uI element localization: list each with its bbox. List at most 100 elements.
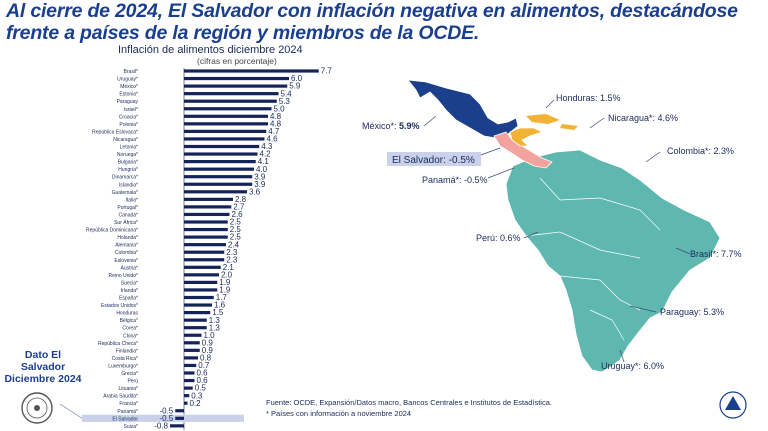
- value-label: 1.6: [214, 301, 226, 310]
- value-label: 2.1: [223, 263, 235, 272]
- bar: [184, 378, 195, 383]
- map-caribbean: [526, 114, 578, 130]
- category-label: Austria*: [120, 265, 138, 271]
- category-label: Dinamarca*: [112, 175, 138, 181]
- value-label: 2.5: [230, 218, 242, 227]
- map-label-uruguay: Uruguay*: 6.0%: [601, 361, 664, 371]
- value-label: 5.9: [289, 82, 301, 91]
- value-label: 1.0: [204, 331, 216, 340]
- page-title: Al cierre de 2024, El Salvador con infla…: [6, 0, 766, 44]
- category-label: Guatemala*: [112, 190, 138, 196]
- el-salvador-data-label: Dato El Salvador Diciembre 2024: [4, 349, 82, 385]
- value-label: 0.7: [198, 361, 210, 370]
- bar: [184, 243, 226, 247]
- highlight-row: [82, 414, 244, 422]
- bar: [184, 160, 256, 164]
- value-label: 4.3: [261, 142, 273, 151]
- category-label: Estados Unidos*: [101, 303, 138, 309]
- bar: [184, 394, 190, 398]
- map-label-peru: Perú: 0.6%: [476, 233, 521, 243]
- chart-title: Inflación de alimentos diciembre 2024: [118, 44, 303, 56]
- value-label: 1.5: [212, 308, 224, 317]
- bar: [184, 69, 319, 73]
- map-borders: [525, 177, 661, 341]
- bar: [184, 175, 253, 179]
- coat-of-arms-icon: [719, 391, 747, 419]
- bar: [184, 114, 268, 118]
- category-label: Lituania*: [119, 386, 139, 392]
- value-label: 5.4: [281, 89, 293, 98]
- value-label: 5.0: [274, 104, 286, 113]
- category-label: Reino Unido*: [109, 273, 139, 279]
- category-label: Nicaragua*: [113, 137, 138, 143]
- bar: [175, 409, 184, 413]
- map-label-brasil: Brasil*: 7.7%: [690, 249, 742, 259]
- category-label: Italia*: [125, 197, 138, 203]
- value-label: 0.2: [190, 399, 202, 408]
- category-label: Bulgaria*: [118, 160, 138, 166]
- bar: [184, 144, 260, 149]
- category-label: España*: [119, 296, 138, 302]
- bar: [184, 326, 207, 330]
- title-line-2: frente a países de la región y miembros …: [6, 22, 480, 44]
- category-label: Alemania*: [115, 243, 138, 249]
- value-label: 0.8: [200, 354, 212, 363]
- bar: [184, 84, 288, 88]
- value-label: 2.3: [226, 248, 238, 257]
- bar: [184, 152, 258, 156]
- bar: [184, 288, 218, 292]
- category-label: Bélgica*: [120, 318, 138, 324]
- bar: [184, 273, 219, 277]
- map-south-america: [505, 149, 721, 373]
- bar: [184, 197, 233, 201]
- bar: [184, 265, 221, 269]
- bar: [170, 424, 184, 428]
- category-label: El Salvador: [112, 416, 138, 422]
- category-label: Corea*: [122, 326, 138, 332]
- source-line-1: Fuente: OCDE, Expansión/Datos macro, Ban…: [266, 398, 552, 407]
- source-line-2: * Países con información a noviembre 202…: [266, 409, 412, 418]
- value-label: 2.0: [221, 270, 233, 279]
- bar: [184, 205, 232, 209]
- value-label: 1.3: [209, 323, 221, 332]
- map-leader-lines: [423, 99, 691, 363]
- value-label: -0.5: [159, 406, 173, 415]
- map-label-panama: Panamá*: -0.5%: [422, 175, 488, 185]
- value-label: 4.0: [256, 165, 268, 174]
- category-label: China*: [123, 333, 138, 339]
- bar: [184, 311, 211, 315]
- value-label: 0.9: [202, 346, 214, 355]
- value-label: 1.9: [219, 278, 231, 287]
- bar: [184, 76, 289, 81]
- map-label-mexico-name: México*:: [362, 121, 399, 131]
- value-label: -0.5: [159, 414, 173, 423]
- value-label: 2.7: [233, 203, 245, 212]
- bar: [184, 303, 212, 307]
- category-label: Irlanda*: [121, 288, 138, 294]
- category-label: Perú: [127, 379, 138, 385]
- value-label: 3.9: [254, 172, 266, 181]
- value-label: -0.8: [154, 421, 168, 430]
- title-line-1: Al cierre de 2024, El Salvador con infla…: [6, 0, 738, 22]
- value-label: 4.8: [270, 119, 282, 128]
- map-label-mexico-value: 5.9%: [399, 121, 420, 131]
- value-label: 0.5: [195, 384, 207, 393]
- bar: [184, 137, 265, 141]
- value-label: 5.3: [279, 97, 291, 106]
- category-label: Uruguay*: [117, 77, 138, 83]
- bar: [184, 235, 228, 239]
- value-label: 2.4: [228, 240, 240, 249]
- category-label: Portugal*: [117, 205, 138, 211]
- category-label: Costa Rica*: [112, 356, 138, 362]
- value-label: 2.8: [235, 195, 247, 204]
- value-label: 7.7: [321, 67, 333, 76]
- value-label: 0.6: [197, 369, 209, 378]
- value-label: 3.6: [249, 187, 261, 196]
- value-label: 4.2: [260, 150, 272, 159]
- map-honduras-nicaragua: [509, 127, 544, 147]
- bar: [184, 167, 254, 171]
- map-label-mexico: México*: 5.9%: [362, 121, 420, 131]
- category-label: Panamá*: [117, 409, 138, 415]
- category-label: Hungría*: [118, 167, 138, 173]
